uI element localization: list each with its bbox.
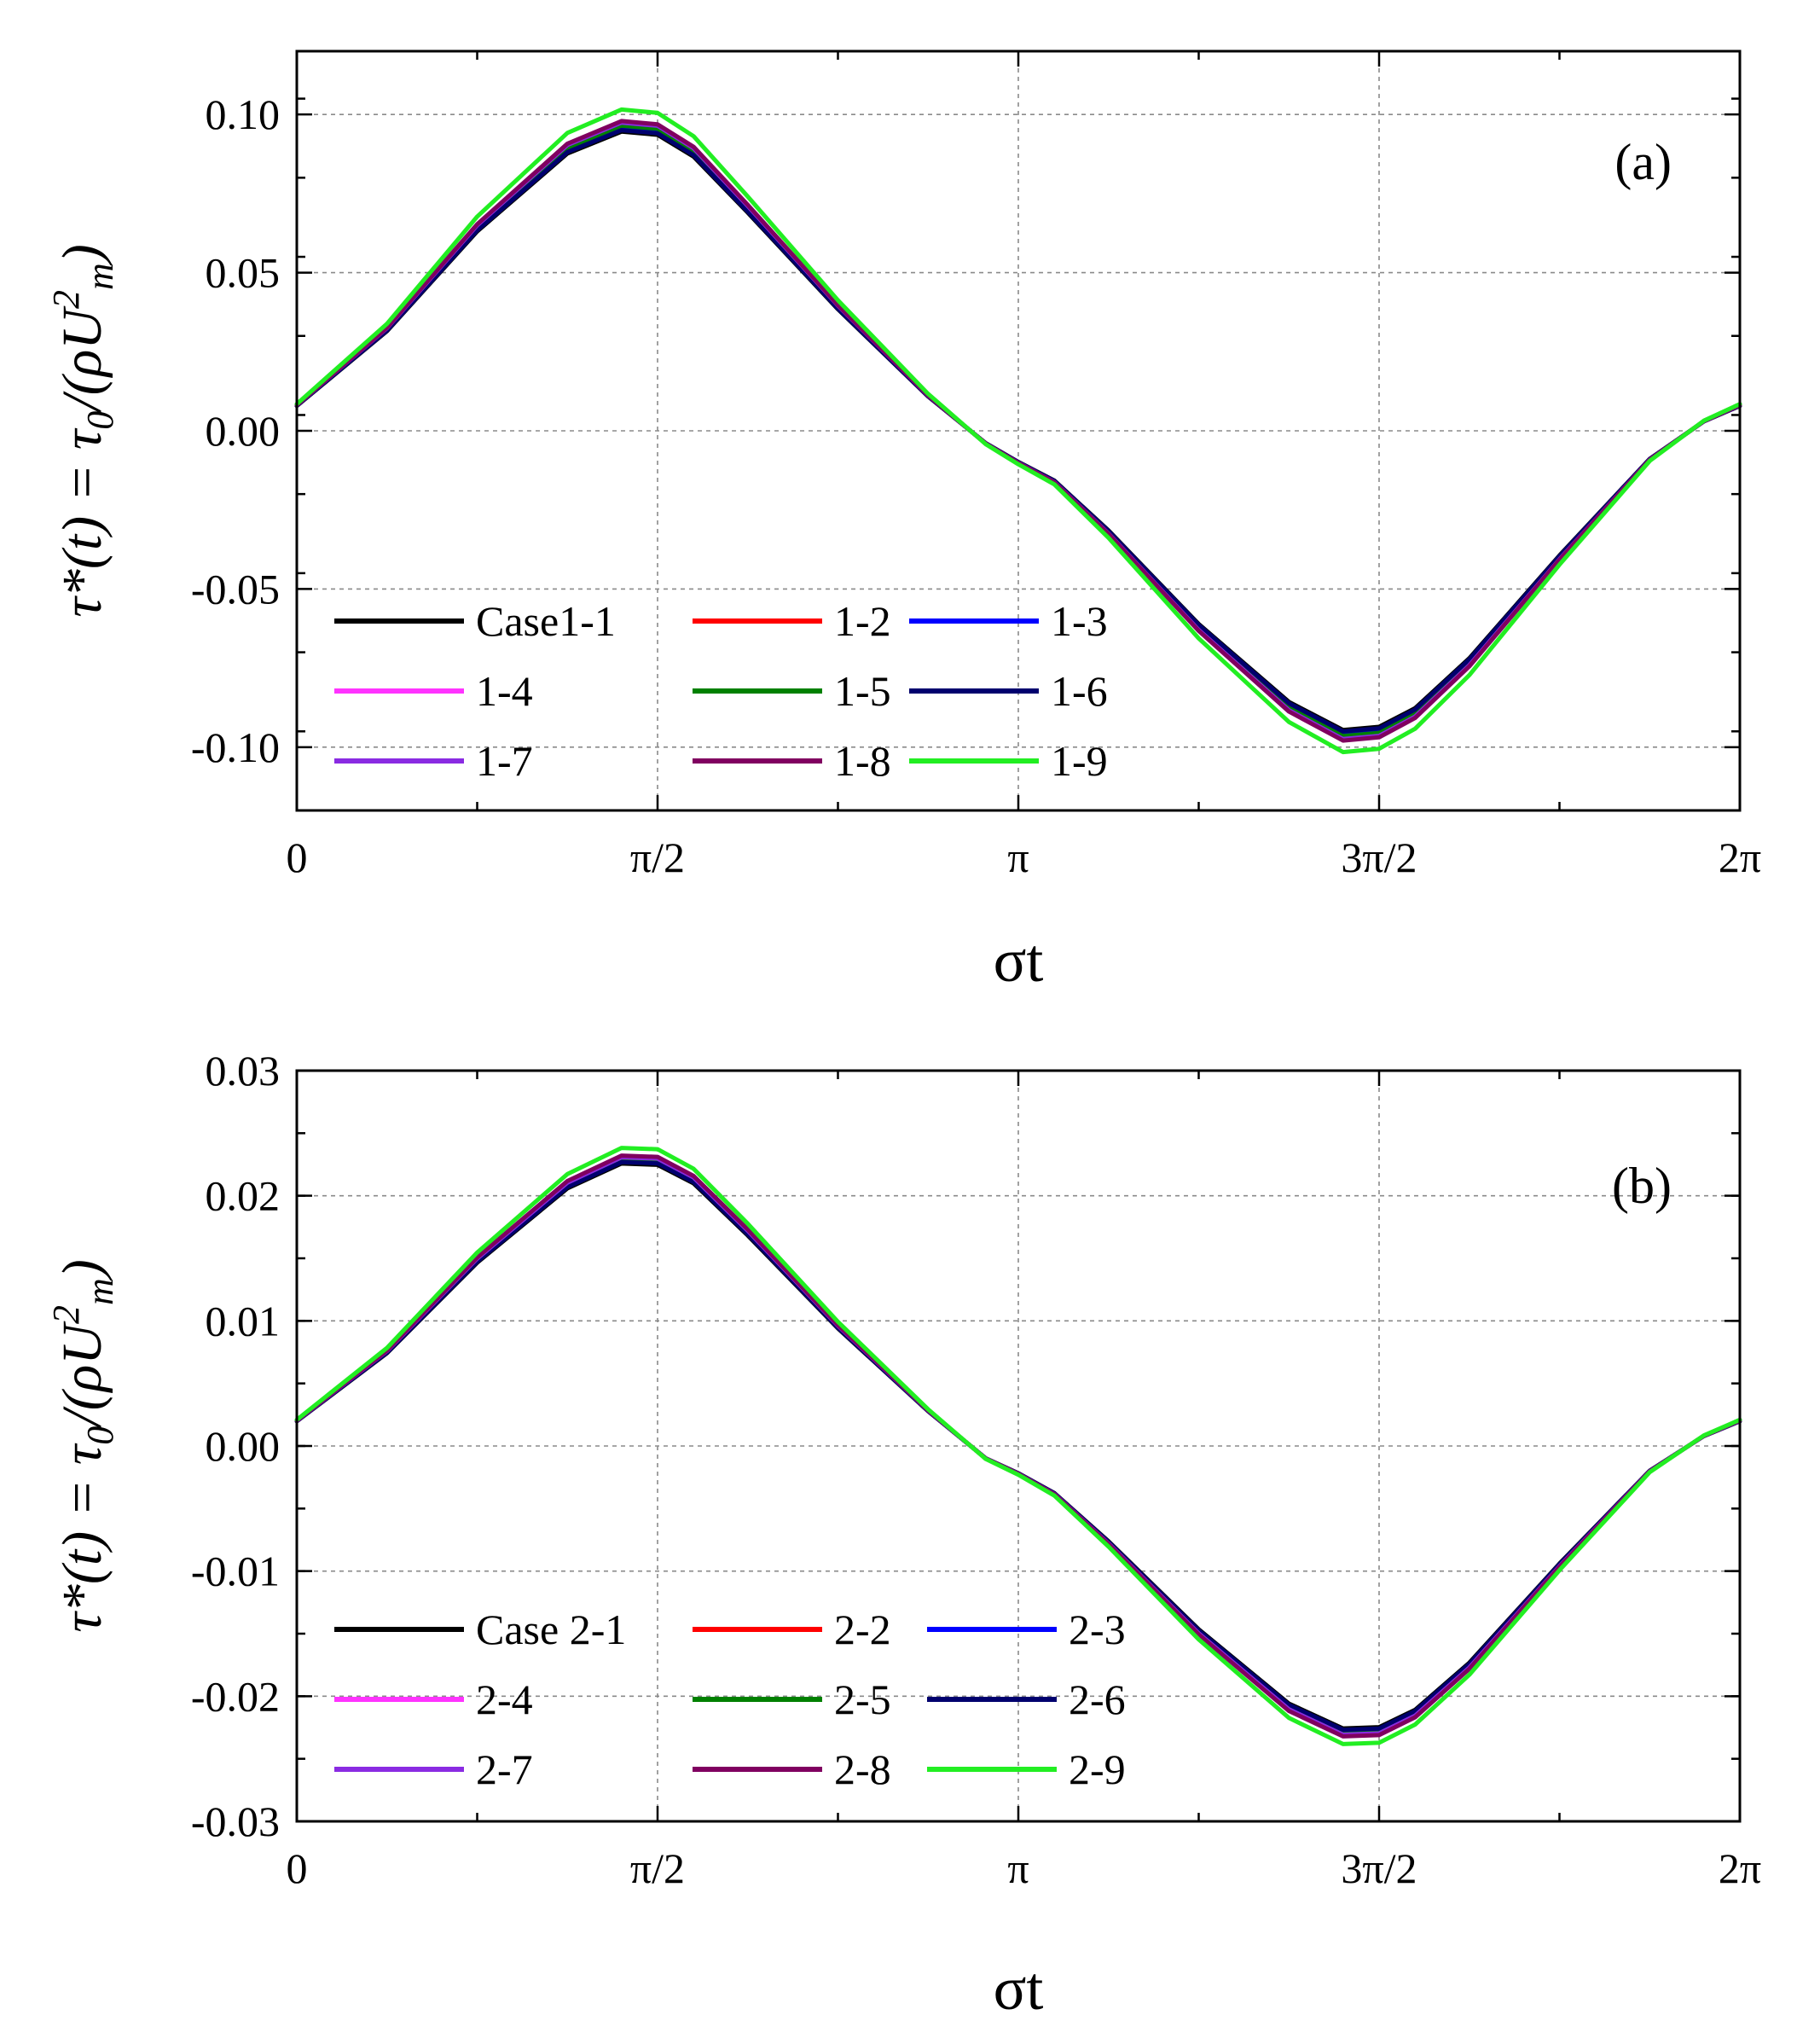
y-tick-label: 0.10 xyxy=(206,90,281,138)
y-tick-label: -0.10 xyxy=(191,723,280,771)
legend-label: 1-3 xyxy=(1051,597,1108,645)
y-axis-label-part: 2 xyxy=(45,290,87,309)
plot-frame xyxy=(295,1069,1742,1823)
legend-label: 1-5 xyxy=(834,667,891,715)
legend-label: 1-2 xyxy=(834,597,891,645)
x-tick-label: 3π/2 xyxy=(1341,833,1417,881)
y-axis-label: τ*(t) = τ0/(ρU2m) xyxy=(45,1259,121,1633)
legend-label: 2-8 xyxy=(834,1745,891,1793)
x-tick-label: 0 xyxy=(287,833,308,881)
y-axis-label-part: ) xyxy=(51,1259,113,1281)
legend-label: Case1-1 xyxy=(476,597,616,645)
y-tick-label: 0.00 xyxy=(206,407,281,455)
y-tick-label: 0.00 xyxy=(206,1422,281,1470)
legend-label: 1-7 xyxy=(476,737,533,785)
legend-label: 2-7 xyxy=(476,1745,533,1793)
y-axis-label-part: m xyxy=(79,1278,121,1305)
legend-label: 1-9 xyxy=(1051,737,1108,785)
y-axis-label-part: ) xyxy=(51,244,113,266)
panel-label: (b) xyxy=(1612,1158,1672,1214)
y-tick-label: -0.02 xyxy=(191,1672,280,1720)
chart-panel-a: 0 π/2 π 3π/2 2π 0.10 0.05 0.00 -0.05 -0.10 (a) σt τ*… xyxy=(45,49,1761,995)
legend-label: 2-2 xyxy=(834,1606,891,1653)
y-axis-label-part: 0 xyxy=(79,1426,121,1445)
y-tick-label: -0.03 xyxy=(191,1797,280,1845)
legend-label: 2-6 xyxy=(1069,1675,1126,1723)
x-tick-label: 3π/2 xyxy=(1341,1844,1417,1892)
y-axis-label-part: m xyxy=(79,263,121,290)
y-axis-label-part: /(ρU xyxy=(51,305,113,415)
y-axis-label: τ*(t) = τ0/(ρU2m) xyxy=(45,244,121,618)
y-axis-label-part: 0 xyxy=(79,411,121,430)
legend-label: 2-4 xyxy=(476,1675,533,1723)
legend-label: 1-8 xyxy=(834,737,891,785)
legend-label: 2-9 xyxy=(1069,1745,1126,1793)
y-axis-label-part: τ*(t) = τ xyxy=(51,1443,113,1632)
x-tick-label: π/2 xyxy=(630,833,685,881)
x-tick-label: π xyxy=(1007,833,1029,881)
x-tick-label: 2π xyxy=(1719,1844,1761,1892)
y-tick-label: -0.05 xyxy=(191,565,280,613)
y-tick-label: 0.03 xyxy=(206,1047,281,1095)
series-line-2-9 xyxy=(294,1146,1742,1746)
y-tick-label: 0.02 xyxy=(206,1172,281,1220)
legend-label: Case 2-1 xyxy=(476,1606,626,1653)
legend-label: 1-4 xyxy=(476,667,533,715)
chart-panel-b: 0 π/2 π 3π/2 2π 0.03 0.02 0.01 0.00 -0.01 -0.02 -0.… xyxy=(45,1047,1761,2023)
y-axis-label-part: τ*(t) = τ xyxy=(51,427,113,617)
y-tick-label: 0.01 xyxy=(206,1297,281,1344)
legend-label: 1-6 xyxy=(1051,667,1108,715)
x-tick-label: π xyxy=(1007,1844,1029,1892)
y-tick-label: 0.05 xyxy=(206,249,281,297)
x-tick-label: 0 xyxy=(287,1844,308,1892)
legend-label: 2-3 xyxy=(1069,1606,1126,1653)
series-line-1-9 xyxy=(294,107,1742,755)
x-tick-label: 2π xyxy=(1719,833,1761,881)
x-axis-label: σt xyxy=(994,1954,1044,2023)
y-tick-label: -0.01 xyxy=(191,1548,280,1595)
y-axis-label-part: 2 xyxy=(45,1305,87,1324)
legend-label: 2-5 xyxy=(834,1675,891,1723)
y-axis-label-part: /(ρU xyxy=(51,1321,113,1430)
x-tick-label: π/2 xyxy=(630,1844,685,1892)
x-axis-label: σt xyxy=(994,926,1044,995)
panel-label: (a) xyxy=(1614,134,1672,190)
plot-frame xyxy=(295,49,1742,812)
